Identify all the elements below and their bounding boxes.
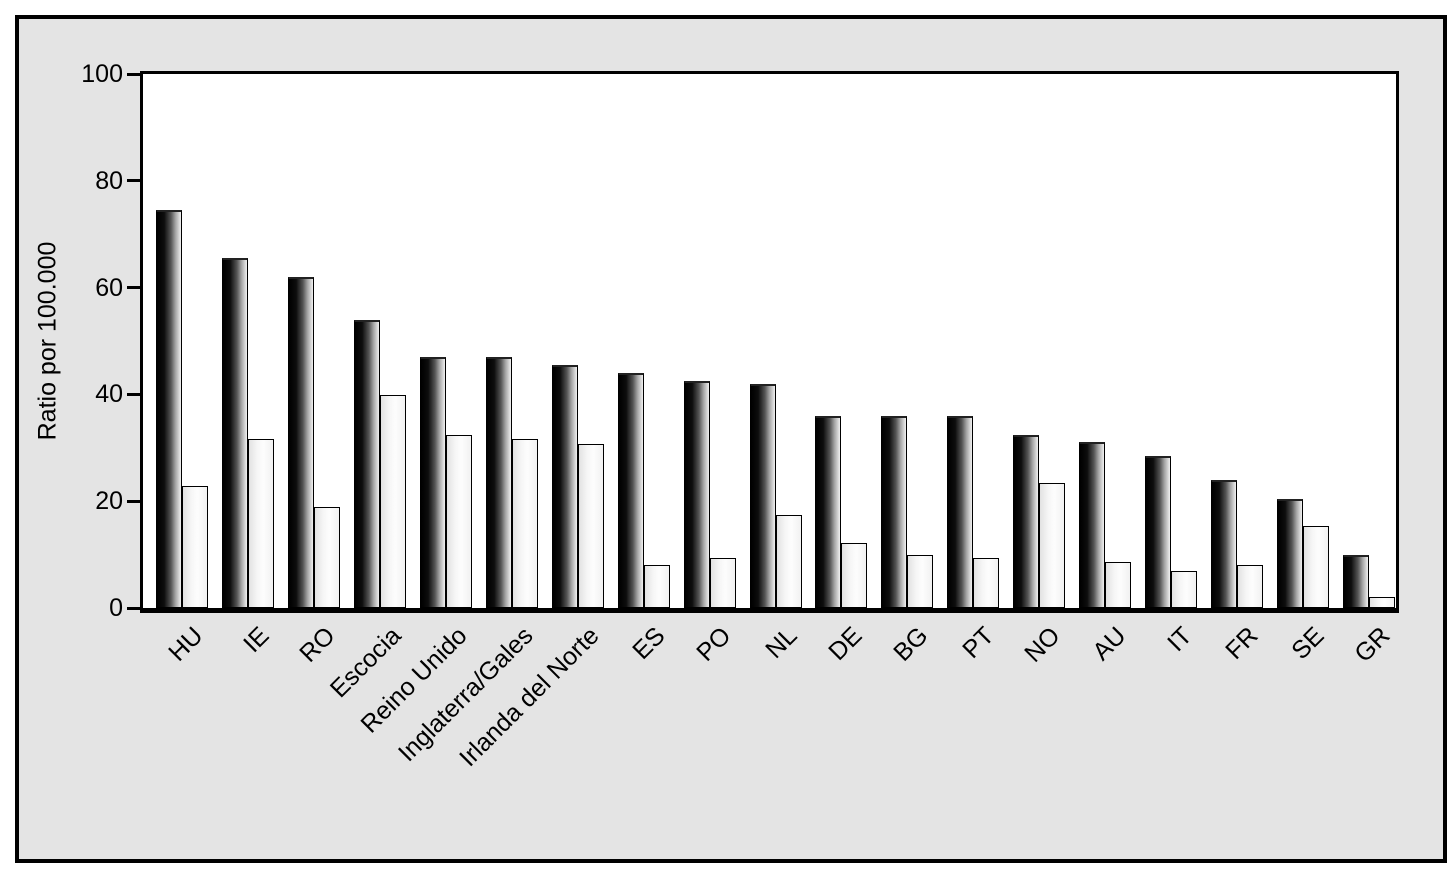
bar-light <box>1039 483 1066 608</box>
bar-dark <box>1211 479 1238 608</box>
x-category-label: ES <box>626 621 671 665</box>
bar-dark <box>1343 554 1370 608</box>
bar-dark <box>683 380 710 608</box>
bar-dark <box>1013 434 1040 608</box>
bar-dark <box>485 357 512 608</box>
bar-light <box>445 434 472 608</box>
x-category-label: FR <box>1220 621 1264 665</box>
bar-dark <box>221 257 248 608</box>
y-tick-mark <box>127 606 143 610</box>
y-tick-label: 100 <box>81 60 123 88</box>
bar-light <box>1171 570 1198 608</box>
y-tick-mark <box>127 72 143 76</box>
x-category-label: HU <box>163 621 209 667</box>
bar-dark <box>749 383 776 608</box>
x-category-label: PT <box>957 621 1000 664</box>
bar-light <box>841 542 868 608</box>
bar-dark <box>353 319 380 608</box>
bar-dark <box>881 415 908 608</box>
bar-dark <box>1079 442 1106 608</box>
bar-dark <box>617 373 644 608</box>
x-category-label: BG <box>888 621 934 667</box>
bar-light <box>973 557 1000 608</box>
bar-light <box>379 395 406 608</box>
bar-light <box>709 557 736 608</box>
bar-light <box>1105 561 1132 608</box>
y-tick-label: 0 <box>109 594 123 622</box>
y-tick-label: 60 <box>95 273 123 302</box>
bar-light <box>643 565 670 608</box>
y-tick-mark <box>127 392 143 396</box>
bars-layer <box>143 74 1396 608</box>
y-tick-label: 80 <box>95 166 123 195</box>
x-category-label: DE <box>823 621 868 666</box>
bar-light <box>247 438 274 608</box>
bar-light <box>775 514 802 608</box>
y-tick-mark <box>127 286 143 290</box>
bar-dark <box>419 357 446 608</box>
x-category-label: GR <box>1349 621 1396 668</box>
x-category-label: SE <box>1286 621 1330 665</box>
bar-light <box>182 486 208 608</box>
y-tick-mark <box>127 179 143 183</box>
y-tick-mark <box>127 499 143 503</box>
x-category-label: RO <box>294 621 341 668</box>
bar-dark <box>947 415 974 608</box>
x-category-label: NL <box>759 621 803 664</box>
chart-panel: Ratio por 100.000 0 20 40 60 80 100 HU IE RO Esc… <box>15 15 1447 863</box>
bar-dark <box>1145 455 1172 608</box>
bar-light <box>1369 597 1396 608</box>
bar-dark <box>1277 498 1304 608</box>
x-category-label: NO <box>1019 621 1066 668</box>
bar-light <box>313 506 340 608</box>
bar-dark <box>287 276 314 608</box>
y-tick-label: 20 <box>95 487 123 516</box>
bar-light <box>1303 526 1330 608</box>
bar-dark <box>815 415 842 608</box>
x-category-label: AU <box>1087 621 1132 666</box>
bar-light <box>1237 565 1264 608</box>
y-axis-title: Ratio por 100.000 <box>33 241 62 441</box>
y-tick-label: 40 <box>95 380 123 409</box>
bar-light <box>907 554 934 608</box>
bar-light <box>577 443 604 608</box>
bar-dark <box>551 364 578 608</box>
x-category-label: IE <box>237 621 275 659</box>
x-category-label: PO <box>690 621 737 667</box>
x-category-label: IT <box>1162 621 1198 658</box>
plot-area <box>140 71 1399 613</box>
bar-light <box>511 439 538 608</box>
bar-dark <box>156 210 182 608</box>
